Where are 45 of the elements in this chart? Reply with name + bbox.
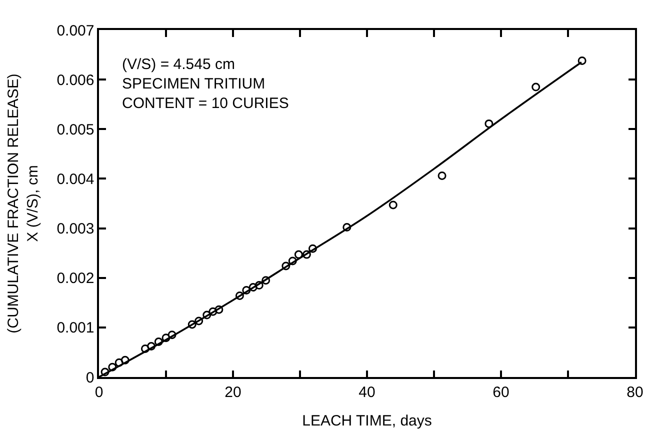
y-tick-label: 0.004 bbox=[56, 170, 94, 188]
point bbox=[254, 281, 264, 290]
point bbox=[120, 356, 130, 364]
point bbox=[282, 262, 290, 270]
point bbox=[484, 119, 494, 128]
point bbox=[532, 82, 540, 92]
point bbox=[302, 250, 311, 259]
point bbox=[202, 310, 212, 320]
y-tick-label: 0.007 bbox=[56, 22, 94, 40]
point bbox=[262, 276, 270, 285]
point bbox=[188, 320, 196, 329]
point bbox=[108, 362, 117, 372]
point bbox=[438, 171, 446, 180]
x-tick-label: 20 bbox=[224, 384, 242, 401]
point bbox=[388, 200, 398, 210]
point bbox=[242, 286, 251, 294]
point bbox=[235, 291, 244, 300]
point bbox=[578, 56, 586, 65]
point bbox=[140, 344, 150, 353]
x-tick-label: 40 bbox=[358, 384, 376, 401]
point bbox=[147, 342, 156, 351]
point bbox=[294, 250, 303, 259]
y-axis-title: (CUMULATIVE FRACTION RELEASE) X (V/S), cm bbox=[4, 74, 42, 334]
point bbox=[162, 334, 170, 342]
point bbox=[308, 244, 317, 253]
y-tick-label: 0.003 bbox=[56, 220, 94, 238]
x-tick-label: 80 bbox=[626, 384, 644, 401]
point bbox=[100, 368, 110, 376]
point bbox=[114, 358, 124, 367]
point bbox=[214, 305, 224, 314]
point bbox=[342, 223, 352, 232]
y-tick-label: 0.002 bbox=[56, 270, 94, 288]
point bbox=[248, 283, 258, 292]
point bbox=[288, 256, 297, 266]
x-tick-label: 60 bbox=[492, 384, 510, 401]
point bbox=[168, 330, 176, 340]
y-tick-label: 0.005 bbox=[56, 121, 94, 138]
x-axis-title: LEACH TIME, days bbox=[302, 412, 432, 430]
y-tick-label: 0.006 bbox=[56, 72, 94, 89]
annotation: (V/S) = 4.545 cm SPECIMEN TRITIUM CONTENT = 10 CURIES bbox=[122, 56, 289, 112]
y-tick-label: 0 bbox=[86, 369, 94, 386]
point bbox=[208, 307, 218, 316]
y-tick-label: 0.001 bbox=[56, 320, 94, 337]
point bbox=[194, 316, 204, 326]
point bbox=[154, 338, 163, 346]
